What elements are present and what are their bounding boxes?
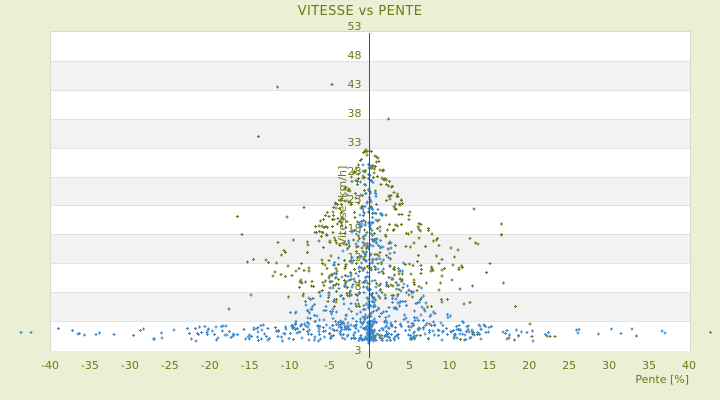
grid-band bbox=[51, 118, 690, 149]
x-tick-label: 5 bbox=[405, 359, 413, 372]
x-tick-label: 25 bbox=[562, 359, 577, 372]
x-tick-label: -5 bbox=[324, 359, 336, 372]
grid-band bbox=[51, 32, 690, 62]
x-tick-label: -30 bbox=[120, 359, 139, 372]
x-tick-label: -25 bbox=[160, 359, 179, 372]
x-tick-label: 20 bbox=[522, 359, 537, 372]
x-tick-label: -20 bbox=[200, 359, 219, 372]
x-tick-label: -40 bbox=[41, 359, 59, 372]
series-vitesse_haute_olive-points bbox=[227, 83, 638, 342]
x-tick-label: 0 bbox=[366, 359, 373, 372]
x-axis-title: Pente [%] bbox=[635, 373, 689, 386]
x-tick-label: 10 bbox=[442, 359, 457, 372]
x-tick-label: -15 bbox=[240, 359, 259, 372]
x-tick-label: 40 bbox=[682, 359, 696, 372]
grid-band bbox=[51, 89, 690, 120]
chart-title: VITESSE vs PENTE bbox=[297, 4, 423, 19]
x-tick-label: 15 bbox=[482, 359, 497, 372]
zero-axis-line bbox=[369, 33, 370, 358]
x-tick-label: 30 bbox=[602, 359, 617, 372]
grid-band bbox=[51, 60, 690, 91]
x-tick-label: -10 bbox=[280, 359, 299, 372]
x-tick-label: 35 bbox=[642, 359, 657, 372]
grid-band bbox=[51, 147, 690, 178]
x-tick-label: -35 bbox=[80, 359, 99, 372]
